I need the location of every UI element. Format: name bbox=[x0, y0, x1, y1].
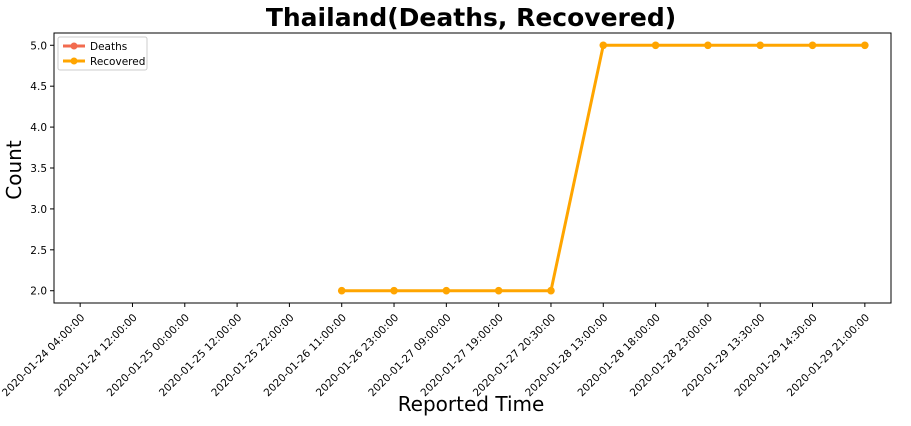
point-recovered bbox=[651, 41, 660, 50]
y-tick-label: 5.0 bbox=[30, 40, 47, 52]
x-axis-label: Reported Time bbox=[398, 392, 545, 416]
chart-title: Thailand(Deaths, Recovered) bbox=[266, 3, 676, 32]
y-tick-label: 2.5 bbox=[30, 245, 47, 257]
point-recovered bbox=[704, 41, 712, 50]
plot-area: 2.0 2.5 3.0 3.5 4.0 4.5 5.0 2020-01-24 04:00:00… bbox=[0, 32, 892, 399]
legend-label: Deaths bbox=[90, 41, 127, 53]
point-recovered bbox=[861, 41, 869, 50]
point-recovered bbox=[599, 41, 608, 50]
point-recovered bbox=[808, 41, 817, 50]
y-tick-label: 3.0 bbox=[30, 204, 47, 216]
point-recovered bbox=[442, 286, 451, 295]
legend: Deaths Recovered bbox=[57, 36, 148, 71]
point-recovered bbox=[390, 286, 398, 295]
y-axis-label: Count bbox=[2, 140, 26, 200]
y-tick-label: 4.5 bbox=[30, 81, 47, 93]
point-recovered bbox=[337, 286, 346, 295]
y-tick-label: 4.0 bbox=[30, 122, 47, 134]
legend-marker bbox=[70, 57, 78, 65]
point-recovered bbox=[494, 286, 503, 295]
y-tick-label: 3.5 bbox=[30, 163, 47, 175]
axes-frame bbox=[53, 32, 892, 304]
point-recovered bbox=[547, 286, 555, 295]
y-tick-label: 2.0 bbox=[30, 286, 47, 298]
series-line-recovered bbox=[341, 43, 865, 293]
legend-marker bbox=[70, 42, 78, 50]
x-tick-label: 2020-01-24 04:00:00 bbox=[0, 312, 87, 399]
legend-label: Recovered bbox=[90, 56, 145, 68]
point-recovered bbox=[756, 41, 765, 50]
